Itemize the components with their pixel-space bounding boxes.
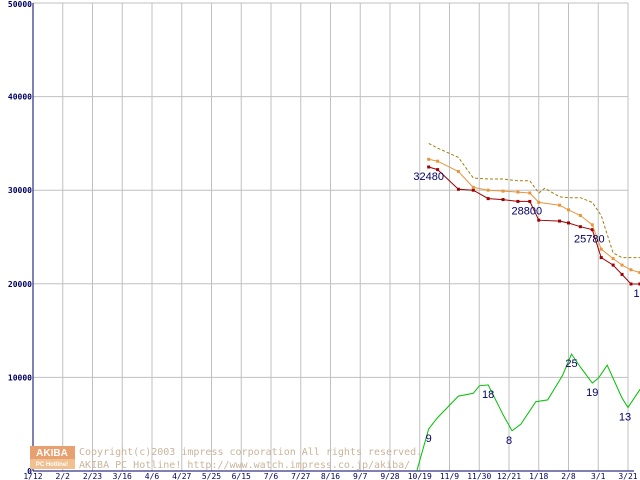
series-1-point xyxy=(516,199,520,203)
data-label: 18 xyxy=(482,389,494,401)
series-1-point xyxy=(436,168,440,172)
x-tick-label: 9/28 xyxy=(380,472,399,480)
series-2-point xyxy=(471,185,475,189)
x-tick-label: 2/2 xyxy=(56,472,71,480)
series-2-point xyxy=(578,213,582,217)
x-tick-label: 1/12 xyxy=(23,472,42,480)
x-tick-label: 3/21 xyxy=(618,472,637,480)
y-tick-label: 30000 xyxy=(8,186,32,195)
watermark-logo-top-bg xyxy=(30,446,75,459)
x-tick-label: 7/6 xyxy=(264,472,279,480)
series-1-point xyxy=(611,263,615,267)
data-label: 8 xyxy=(506,435,512,447)
series-2-point xyxy=(537,200,541,204)
series-2-point xyxy=(611,257,615,261)
x-tick-label: 3/16 xyxy=(113,472,132,480)
watermark-logo-text: AKIBA xyxy=(36,448,68,459)
data-label: 28800 xyxy=(512,205,543,217)
series-1-point xyxy=(558,219,562,223)
series-2-point xyxy=(629,268,633,272)
series-2-point xyxy=(486,188,490,192)
series-1-point xyxy=(528,199,532,203)
y-tick-label: 0 xyxy=(27,467,32,476)
data-label: 32480 xyxy=(413,171,444,183)
x-tick-label: 2/23 xyxy=(83,472,102,480)
series-2-point xyxy=(590,223,594,227)
series-2-point xyxy=(528,191,532,195)
data-label: 19 xyxy=(586,387,598,399)
x-tick-label: 11/9 xyxy=(440,472,459,480)
series-2-point xyxy=(638,271,640,275)
series-2-point xyxy=(567,208,570,212)
series-1-point xyxy=(537,218,541,222)
x-tick-label: 1/18 xyxy=(529,472,548,480)
series-1-point xyxy=(599,256,603,260)
series-1-point xyxy=(629,282,633,286)
series-1-point xyxy=(486,197,490,201)
series-2-point xyxy=(620,263,624,267)
series-1-point xyxy=(501,198,505,202)
y-tick-label: 40000 xyxy=(8,93,32,102)
series-lines xyxy=(416,142,640,472)
series-1-point xyxy=(456,187,460,191)
x-tick-label: 4/6 xyxy=(145,472,160,480)
x-tick-label: 11/30 xyxy=(467,472,491,480)
data-label: 25780 xyxy=(574,234,605,246)
y-tick-label: 50000 xyxy=(8,0,32,9)
series-line-3 xyxy=(428,142,640,259)
series-2-point xyxy=(558,203,562,207)
watermark-copyright-line: Copyright(c)2003 impress corporation All… xyxy=(79,447,422,458)
data-label: 25 xyxy=(565,358,577,370)
data-label: 13 xyxy=(619,411,631,423)
series-2-point xyxy=(456,169,460,173)
series-2-point xyxy=(501,189,505,193)
x-tick-label: 9/7 xyxy=(353,472,368,480)
series-line-4 xyxy=(416,352,640,472)
series-2-point xyxy=(599,247,603,251)
series-line-1 xyxy=(428,166,640,285)
series-2-point xyxy=(436,159,440,163)
series-1-point xyxy=(620,272,624,276)
series-1-point xyxy=(567,221,570,225)
series-1-point xyxy=(638,282,640,286)
y-tick-label: 20000 xyxy=(8,280,32,289)
grid-lines xyxy=(33,2,629,471)
series-1-point xyxy=(578,225,582,229)
axes xyxy=(32,3,634,472)
watermark-logo-bottom-bg xyxy=(30,459,75,469)
data-labels: 32480288002578019980918825191319 xyxy=(413,171,640,447)
y-tick-labels: 0 10000 20000 30000 40000 50000 xyxy=(8,0,32,476)
x-tick-label: 5/25 xyxy=(202,472,221,480)
x-tick-label: 3/1 xyxy=(591,472,606,480)
data-label: 9 xyxy=(426,433,432,445)
series-1-point xyxy=(427,165,431,169)
y-tick-label: 10000 xyxy=(8,373,32,382)
x-tick-labels: 1/12 2/2 2/23 3/16 4/6 4/27 5/25 6/15 7/6 7/27 8/1… xyxy=(23,472,637,480)
x-tick-label: 12/21 xyxy=(497,472,521,480)
x-tick-label: 10/19 xyxy=(408,472,432,480)
x-tick-label: 2/8 xyxy=(561,472,576,480)
x-tick-label: 8/16 xyxy=(321,472,340,480)
x-tick-label: 4/27 xyxy=(172,472,191,480)
series-1-point xyxy=(471,188,475,192)
x-tick-label: 6/15 xyxy=(232,472,251,480)
x-tick-label: 7/27 xyxy=(291,472,310,480)
series-2-point xyxy=(427,157,431,161)
series-2-point xyxy=(516,190,520,194)
watermark-url-line: AKIBA PC Hotline! http://www.watch.impre… xyxy=(79,460,410,471)
series-1-point xyxy=(590,228,594,232)
watermark: AKIBA PC Hotline! Copyright(c)2003 impre… xyxy=(30,446,422,471)
data-label: 19980 xyxy=(634,288,640,300)
watermark-logo-subtext: PC Hotline! xyxy=(36,462,68,468)
